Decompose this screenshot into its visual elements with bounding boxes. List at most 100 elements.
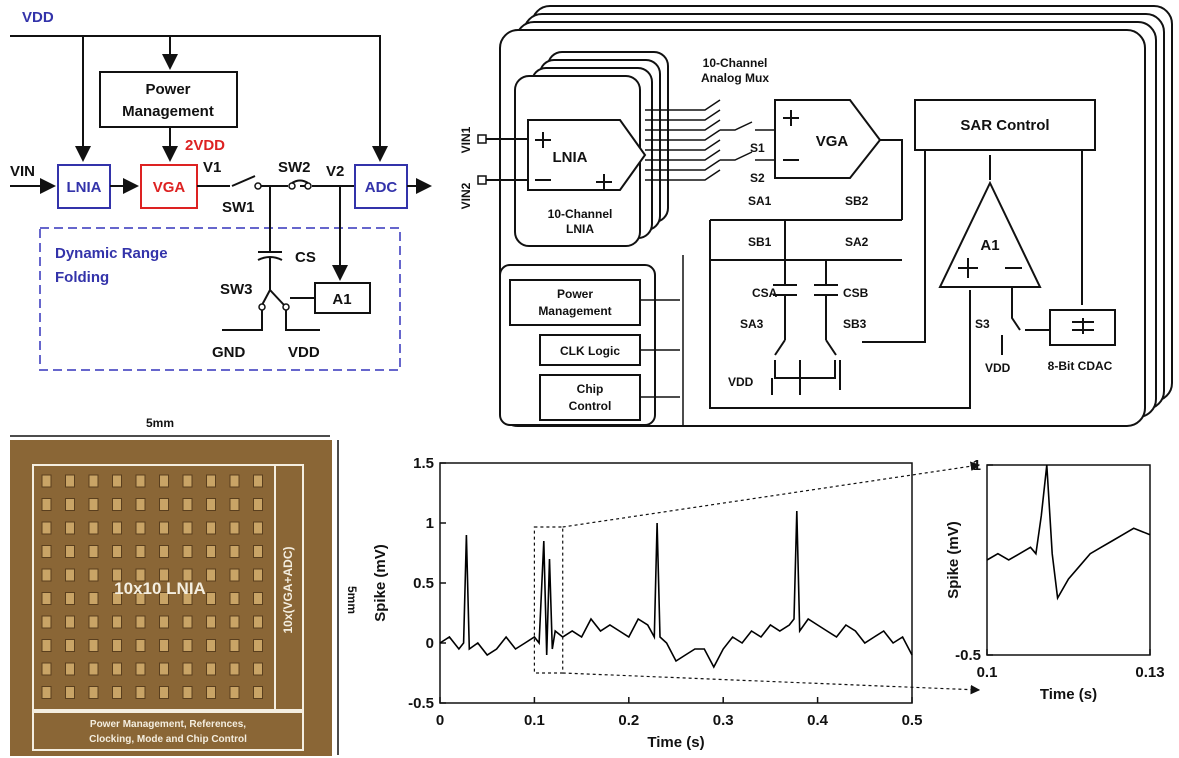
pad: [207, 663, 216, 675]
x-axis-label: Time (s): [647, 734, 704, 751]
chip-label: Control: [569, 399, 612, 413]
pad: [66, 499, 75, 511]
pad: [254, 593, 263, 605]
x-tick-label: 0.5: [902, 712, 923, 729]
pad: [183, 475, 192, 487]
page: VDD Power Management 2VDD VIN LNIA VGA V…: [0, 0, 1179, 758]
amp-label: A1: [980, 237, 999, 254]
pad: [136, 687, 145, 699]
pad: [89, 687, 98, 699]
x-tick-label: 0.1: [524, 712, 545, 729]
footer-label: Power Management, References,: [90, 719, 246, 730]
power-box-label: Management: [122, 103, 214, 120]
footer-label: Clocking, Mode and Chip Control: [89, 734, 247, 745]
sa1-label: SA1: [748, 194, 772, 208]
power-box-label: Power: [145, 81, 190, 98]
switch-contact: [305, 183, 311, 189]
mux-title: Analog Mux: [701, 71, 769, 85]
pad: [254, 616, 263, 628]
pad: [136, 475, 145, 487]
pad: [113, 499, 122, 511]
y-tick-label: 0.5: [413, 575, 434, 592]
input-pad: [478, 135, 486, 143]
plot-frame: [440, 463, 912, 703]
x-tick-label: 0.4: [807, 712, 829, 729]
pad: [183, 663, 192, 675]
sb3-label: SB3: [843, 317, 867, 331]
node2-label: V2: [326, 163, 344, 180]
supply-low-label: VDD: [288, 344, 320, 361]
switch-contact: [259, 304, 265, 310]
pad: [254, 475, 263, 487]
input-label: VIN2: [459, 182, 473, 209]
column-label: 10x(VGA+ADC): [281, 546, 295, 633]
folding-title: Folding: [55, 269, 109, 286]
pad: [183, 522, 192, 534]
sa2-label: SA2: [845, 235, 869, 249]
pad: [89, 475, 98, 487]
y-axis-label: Spike (mV): [372, 544, 389, 622]
block-diagram: VDD Power Management 2VDD VIN LNIA VGA V…: [10, 9, 430, 370]
pad: [66, 687, 75, 699]
figure: VDD Power Management 2VDD VIN LNIA VGA V…: [0, 0, 1179, 758]
pad: [160, 663, 169, 675]
pad: [230, 499, 239, 511]
plot-frame: [987, 465, 1150, 655]
switch-contact: [255, 183, 261, 189]
pad: [207, 499, 216, 511]
y-tick-label: -0.5: [955, 647, 981, 664]
pad: [254, 663, 263, 675]
sa3-label: SA3: [740, 317, 764, 331]
pad: [113, 687, 122, 699]
pad: [230, 687, 239, 699]
pad: [136, 640, 145, 652]
chip-label: Chip: [577, 382, 604, 396]
pad: [89, 569, 98, 581]
pad: [230, 569, 239, 581]
die-photo: 5mm 5mm 10x10 LNIA 10x(VGA+ADC) Power Ma…: [10, 416, 359, 756]
pad: [207, 522, 216, 534]
pad: [42, 687, 51, 699]
pad: [160, 616, 169, 628]
pad: [230, 593, 239, 605]
pad: [42, 616, 51, 628]
pad: [42, 569, 51, 581]
x-tick-label: 0.2: [618, 712, 639, 729]
sb2-label: SB2: [845, 194, 869, 208]
x-tick-label: 0.1: [977, 664, 998, 681]
switch-blade: [292, 181, 308, 184]
width-label: 5mm: [146, 416, 174, 430]
pad: [183, 616, 192, 628]
pad: [66, 475, 75, 487]
pad: [230, 640, 239, 652]
pad: [136, 522, 145, 534]
pad: [42, 475, 51, 487]
input-pad: [478, 176, 486, 184]
supply-label: VDD: [22, 9, 54, 26]
signal-path: [197, 176, 380, 186]
pad: [89, 663, 98, 675]
y-tick-label: 1: [426, 515, 434, 532]
pad: [207, 569, 216, 581]
pad: [89, 499, 98, 511]
y-tick-label: 0: [426, 635, 434, 652]
pad: [89, 640, 98, 652]
pad: [66, 546, 75, 558]
ground-label: GND: [212, 344, 246, 361]
cdac-label: 8-Bit CDAC: [1048, 359, 1113, 373]
power-label: Management: [538, 304, 611, 318]
pad: [113, 640, 122, 652]
pad: [66, 593, 75, 605]
switch-contact: [283, 304, 289, 310]
lnia-title: 10-Channel: [548, 207, 613, 221]
pad: [136, 663, 145, 675]
pad: [113, 663, 122, 675]
pad: [136, 616, 145, 628]
vdd-label: VDD: [985, 361, 1011, 375]
capacitor: [258, 186, 282, 290]
s2-label: S2: [750, 171, 765, 185]
pad: [207, 593, 216, 605]
adc-label: ADC: [365, 179, 398, 196]
pad: [207, 475, 216, 487]
input-label: VIN: [10, 163, 35, 180]
